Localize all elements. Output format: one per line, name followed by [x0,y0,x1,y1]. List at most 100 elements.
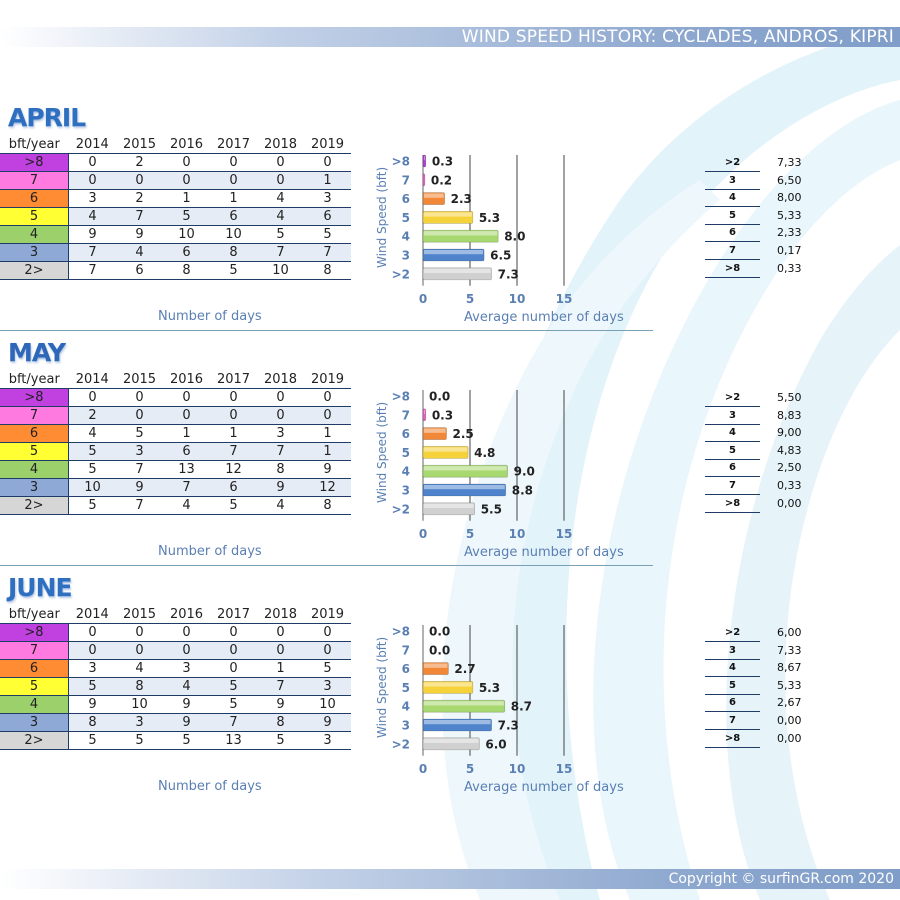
table-cell: 8 [257,460,304,479]
bar-highlight [424,503,474,508]
y-tick-label: >2 [392,737,410,751]
data-label: 0.3 [432,408,453,422]
table-header-cell: 2017 [216,372,251,387]
y-tick-label: 4 [402,700,410,714]
average-row: 6 2,33 [705,225,825,243]
table-cell: 0 [257,406,304,425]
y-tick-label: 6 [402,427,410,441]
average-bft-label: 5 [705,443,760,460]
table-cell: 0 [210,623,257,642]
x-tick-label: 5 [466,292,474,306]
average-row: 5 5,33 [705,678,825,696]
table-row: 2> 5 7 4 5 4 8 [0,496,351,515]
bft-label-cell: 7 [0,641,69,660]
data-label: 9.0 [514,465,535,479]
table-cell: 7 [304,243,351,262]
bft-label-cell: >8 [0,153,69,172]
table-cell: 0 [257,641,304,660]
table-cell: 5 [304,225,351,244]
chart-bar [422,211,474,224]
table-cell: 3 [163,659,210,678]
bar-highlight [424,485,505,490]
average-row: 3 8,83 [705,408,825,426]
table-cell: 0 [210,406,257,425]
table-cell: 4 [68,424,116,443]
table-header-cell: 2015 [122,137,157,152]
table-cell: 9 [68,695,116,714]
table-cell: 0 [68,388,116,407]
table-cell: 3 [116,713,163,732]
x-tick-label: 0 [419,292,427,306]
average-bft-label: 6 [705,460,760,478]
table-cell: 1 [304,442,351,461]
bft-label-cell: >8 [0,623,69,642]
x-tick-label: 15 [556,292,573,306]
table-row: >8 0 0 0 0 0 0 [0,623,351,642]
table-cell: 2 [116,153,163,172]
table-cell: 5 [68,731,116,750]
average-row: 4 8,67 [705,660,825,678]
table-cell: 0 [163,171,210,190]
bar-highlight [424,268,491,273]
data-label: 8.7 [511,700,532,714]
table-cell: 9 [68,225,116,244]
table-cell: 0 [116,388,163,407]
bft-label-cell: 3 [0,478,69,497]
y-tick-label: 5 [402,681,410,695]
y-tick-label: 7 [402,173,410,187]
bft-label-cell: 5 [0,207,69,226]
table-header-cell: 2014 [75,372,109,387]
table-cell: 5 [210,695,257,714]
average-value: 0,00 [777,713,802,727]
bar-highlight [424,447,468,452]
bft-label-cell: 2> [0,496,69,515]
average-bft-label: 6 [705,225,760,243]
data-label: 5.5 [481,502,502,516]
table-header-cell: 2018 [263,137,298,152]
table-cell: 9 [304,460,351,479]
table-cell: 1 [210,189,257,208]
average-row: 5 4,83 [705,443,825,461]
table-cell: 5 [68,442,116,461]
data-label: 8.0 [504,230,525,244]
table-cell: 4 [68,207,116,226]
average-value: 0,00 [777,731,802,745]
table-cell: 7 [210,713,257,732]
bar-highlight [424,250,484,255]
table-cell: 0 [210,171,257,190]
table-cell: 0 [116,623,163,642]
data-label: 0.0 [429,643,450,657]
table-cell: 4 [257,207,304,226]
x-tick-label: 15 [556,762,573,776]
chart-bar [422,408,427,422]
table-cell: 0 [304,388,351,407]
table-cell: 1 [257,659,304,678]
table-row: 2> 5 5 5 13 5 3 [0,731,351,750]
table-cell: 0 [116,171,163,190]
y-tick-label: 5 [402,211,410,225]
data-label: 6.0 [485,737,506,751]
table-cell: 4 [257,496,304,515]
table-cell: 7 [116,460,163,479]
table-cell: 7 [257,677,304,696]
section-may: MAY bft/year 2014 2015 2016 2017 2018 2019 >8 0 0… [0,338,900,568]
table-cell: 12 [304,478,351,497]
data-label: 7.3 [498,719,519,733]
table-cell: 9 [116,478,163,497]
bar-highlight [424,193,444,198]
table-cell: 6 [210,478,257,497]
bar-highlight [424,466,507,471]
table-header-cell: 2019 [310,607,345,622]
table-cell: 0 [116,641,163,660]
table-cell: 4 [163,677,210,696]
table-cell: 0 [163,641,210,660]
table-cell: 3 [68,189,116,208]
average-value: 6,00 [777,626,802,639]
bar-highlight [424,409,425,414]
table-cell: 1 [163,424,210,443]
table-cell: 5 [68,677,116,696]
table-cell: 5 [257,225,304,244]
table-header-cell: bft/year [8,137,60,152]
average-bft-label: 7 [705,713,760,730]
